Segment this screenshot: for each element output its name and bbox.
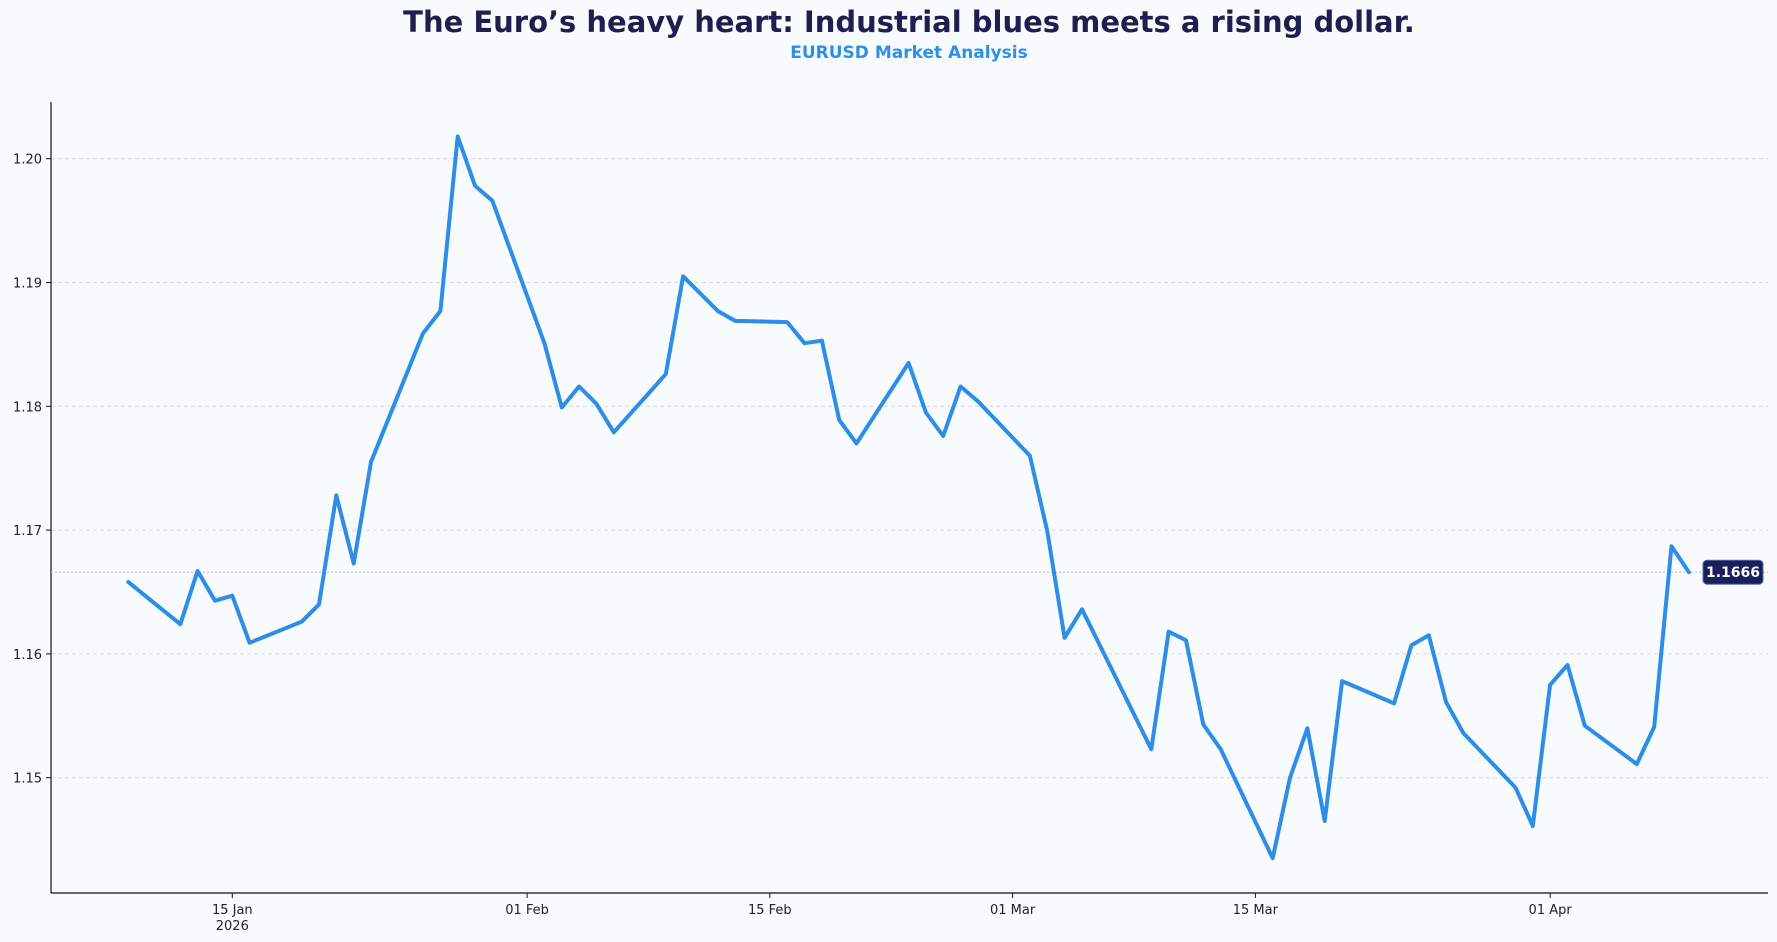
- y-tick-label: 1.16: [13, 648, 42, 663]
- last-value-label: 1.1666: [1706, 565, 1760, 581]
- y-tick-label: 1.20: [13, 153, 42, 168]
- x-tick-label: 01 Apr: [1529, 903, 1573, 918]
- x-tick-label: 15 Jan: [212, 903, 253, 918]
- last-value-badge: 1.1666: [1702, 559, 1764, 585]
- y-tick-label: 1.18: [13, 400, 42, 415]
- y-tick-label: 1.19: [13, 277, 42, 292]
- last-value-badge-box: [1702, 559, 1764, 585]
- y-tick-label: 1.17: [13, 524, 42, 539]
- chart-title: The Euro’s heavy heart: Industrial blues…: [403, 5, 1415, 39]
- x-tick-label: 01 Feb: [505, 903, 549, 918]
- chart-subtitle: EURUSD Market Analysis: [790, 43, 1028, 63]
- series-points: [128, 136, 1689, 859]
- x-tick-label: 01 Mar: [990, 903, 1036, 918]
- x-tick-label: 15 Mar: [1233, 903, 1279, 918]
- gridlines: [51, 158, 1768, 779]
- x-tick-sublabel: 2026: [216, 919, 249, 934]
- series-line: [126, 134, 1691, 861]
- y-axis-ticks: 1.15 1.16 1.17 1.18 1.19 1.20: [13, 153, 51, 787]
- y-tick-label: 1.15: [13, 772, 42, 787]
- x-tick-label: 15 Feb: [748, 903, 792, 918]
